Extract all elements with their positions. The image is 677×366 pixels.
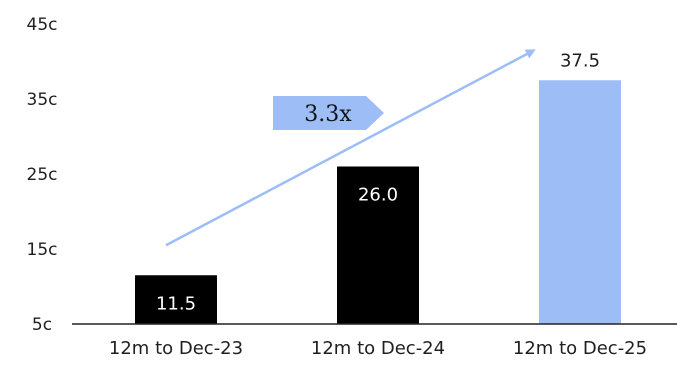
x-tick-label: 12m to Dec-24 (311, 338, 445, 359)
y-tick-label: 45c (27, 15, 58, 35)
x-tick-label: 12m to Dec-23 (109, 338, 243, 359)
y-tick-label: 5c (32, 315, 52, 335)
growth-arrow (165, 49, 536, 247)
y-tick-label: 15c (27, 240, 58, 260)
y-tick-label: 35c (27, 90, 58, 110)
data-label: 26.0 (358, 185, 398, 206)
x-axis: 12m to Dec-23 12m to Dec-24 12m to Dec-25 (109, 338, 647, 359)
growth-callout-shape (273, 96, 384, 130)
data-labels: 11.5 26.0 37.5 (156, 50, 600, 314)
data-label: 11.5 (156, 293, 196, 314)
bars (135, 80, 621, 324)
growth-callout-text: 3.3x (304, 102, 352, 127)
y-axis: 5c 15c 25c 35c 45c (27, 15, 58, 335)
x-tick-label: 12m to Dec-25 (513, 338, 647, 359)
bar (539, 80, 621, 324)
y-tick-label: 25c (27, 165, 58, 185)
data-label: 37.5 (560, 50, 600, 71)
bar (337, 166, 419, 324)
growth-annotation: 3.3x (165, 49, 536, 247)
bar (135, 275, 217, 324)
